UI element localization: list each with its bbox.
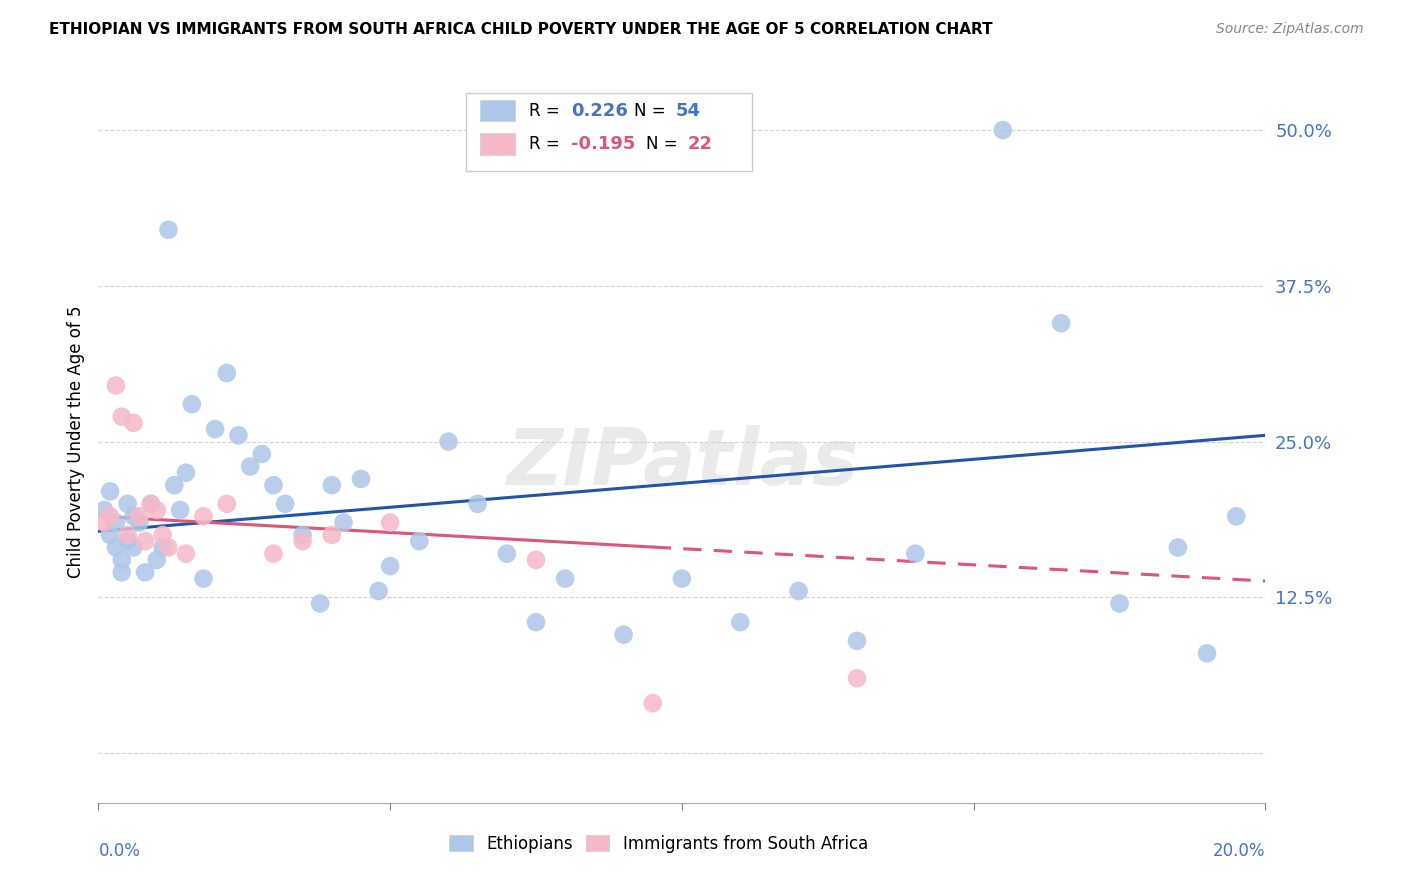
Point <box>904 547 927 561</box>
Point <box>787 584 810 599</box>
Point <box>274 497 297 511</box>
Point <box>991 123 1014 137</box>
Point <box>122 416 145 430</box>
Point <box>174 466 197 480</box>
Point <box>93 503 115 517</box>
Point <box>380 559 402 574</box>
Point <box>309 597 332 611</box>
Point <box>104 516 127 530</box>
Point <box>128 509 150 524</box>
Point <box>117 497 139 511</box>
Point <box>180 397 202 411</box>
Point <box>262 547 284 561</box>
FancyBboxPatch shape <box>479 133 515 154</box>
Point <box>291 534 314 549</box>
Point <box>152 528 174 542</box>
Point <box>1108 597 1130 611</box>
Point <box>730 615 752 630</box>
Point <box>157 223 180 237</box>
Point <box>174 547 197 561</box>
Point <box>321 528 343 542</box>
Point <box>98 484 121 499</box>
Point <box>437 434 460 449</box>
Point <box>228 428 250 442</box>
Point <box>117 528 139 542</box>
Point <box>1050 316 1073 330</box>
Point <box>1195 646 1218 660</box>
Point <box>134 566 156 580</box>
Point <box>139 497 162 511</box>
Point <box>98 528 121 542</box>
Point <box>1225 509 1247 524</box>
Point <box>846 633 869 648</box>
Point <box>215 366 238 380</box>
Point <box>152 541 174 555</box>
Point <box>408 534 430 549</box>
Point <box>367 584 389 599</box>
Text: 22: 22 <box>688 135 713 153</box>
Point <box>169 503 191 517</box>
Y-axis label: Child Poverty Under the Age of 5: Child Poverty Under the Age of 5 <box>66 305 84 578</box>
FancyBboxPatch shape <box>479 100 515 121</box>
Point <box>157 541 180 555</box>
Point <box>139 497 162 511</box>
Point <box>262 478 284 492</box>
Point <box>111 553 134 567</box>
Point <box>612 627 634 641</box>
Point <box>250 447 273 461</box>
Point <box>117 534 139 549</box>
Point <box>146 503 169 517</box>
Point <box>122 509 145 524</box>
Text: ZIPatlas: ZIPatlas <box>506 425 858 501</box>
Point <box>380 516 402 530</box>
Point <box>291 528 314 542</box>
Point <box>93 516 115 530</box>
Point <box>496 547 519 561</box>
Point <box>524 615 547 630</box>
Point <box>122 541 145 555</box>
Point <box>524 553 547 567</box>
Point <box>111 566 134 580</box>
Text: R =: R = <box>529 102 565 120</box>
Point <box>641 696 664 710</box>
Point <box>128 516 150 530</box>
Text: -0.195: -0.195 <box>571 135 636 153</box>
Point <box>332 516 354 530</box>
Point <box>104 541 127 555</box>
Text: 0.226: 0.226 <box>571 102 628 120</box>
Text: R =: R = <box>529 135 565 153</box>
Text: 20.0%: 20.0% <box>1213 842 1265 860</box>
Point <box>671 572 693 586</box>
Legend: Ethiopians, Immigrants from South Africa: Ethiopians, Immigrants from South Africa <box>443 828 875 860</box>
FancyBboxPatch shape <box>465 93 752 170</box>
Point <box>146 553 169 567</box>
Point <box>104 378 127 392</box>
Point <box>134 534 156 549</box>
Point <box>193 509 215 524</box>
Point <box>163 478 186 492</box>
Point <box>239 459 262 474</box>
Text: ETHIOPIAN VS IMMIGRANTS FROM SOUTH AFRICA CHILD POVERTY UNDER THE AGE OF 5 CORRE: ETHIOPIAN VS IMMIGRANTS FROM SOUTH AFRIC… <box>49 22 993 37</box>
Text: N =: N = <box>634 102 671 120</box>
Point <box>98 509 121 524</box>
Text: Source: ZipAtlas.com: Source: ZipAtlas.com <box>1216 22 1364 37</box>
Point <box>1167 541 1189 555</box>
Point <box>554 572 576 586</box>
Point <box>467 497 489 511</box>
Text: 0.0%: 0.0% <box>98 842 141 860</box>
Point <box>350 472 373 486</box>
Point <box>204 422 226 436</box>
Point <box>215 497 238 511</box>
Text: N =: N = <box>645 135 682 153</box>
Point <box>193 572 215 586</box>
Point <box>321 478 343 492</box>
Point <box>111 409 134 424</box>
Text: 54: 54 <box>676 102 702 120</box>
Point <box>846 671 869 685</box>
